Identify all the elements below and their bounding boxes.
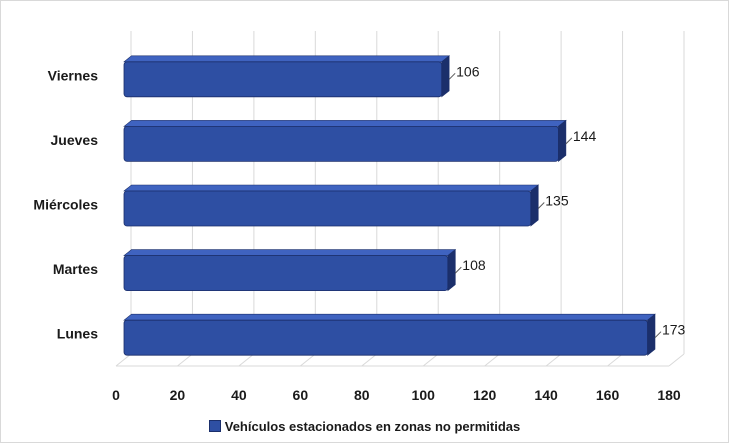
category-label: Viernes: [48, 67, 99, 83]
category-label: Miércoles: [33, 197, 98, 213]
data-label: 135: [545, 193, 569, 209]
bar-top-face: [123, 55, 451, 63]
data-label-leader: [565, 137, 573, 145]
bar-end-face: [530, 184, 539, 227]
bar-top-face: [123, 313, 656, 321]
gridline-floor: [668, 353, 685, 367]
x-tick-label: 140: [534, 387, 558, 403]
x-tick-label: 60: [293, 387, 309, 403]
data-label: 108: [462, 257, 486, 273]
legend: Vehículos estacionados en zonas no permi…: [1, 419, 728, 434]
legend-label: Vehículos estacionados en zonas no permi…: [224, 419, 521, 434]
legend-swatch: [208, 420, 221, 432]
x-tick-label: 180: [657, 387, 681, 403]
category-label: Martes: [53, 261, 98, 277]
data-label: 144: [573, 128, 597, 144]
data-label-leader: [448, 72, 456, 80]
x-tick-label: 40: [231, 387, 247, 403]
gridline-floor: [115, 353, 132, 367]
gridline-floor: [422, 353, 439, 367]
category-label: Jueves: [51, 132, 99, 148]
data-label-leader: [537, 202, 545, 209]
gridline-floor: [607, 353, 623, 367]
x-tick-label: 80: [354, 387, 370, 403]
gridline-floor: [361, 353, 378, 367]
bar-end-face: [558, 119, 567, 163]
bar-end-face: [441, 55, 450, 98]
x-tick-label: 0: [112, 387, 120, 403]
x-tick-label: 100: [412, 387, 436, 403]
data-label-leader: [654, 331, 662, 339]
category-label: Lunes: [57, 326, 98, 342]
gridline-floor: [484, 353, 500, 367]
bar: [123, 61, 443, 98]
gridline-floor: [238, 353, 255, 367]
data-label: 173: [662, 322, 686, 338]
bar: [123, 190, 532, 227]
bar-end-face: [647, 313, 656, 356]
gridline-floor: [300, 353, 316, 367]
bar: [123, 319, 648, 356]
gridline-floor: [545, 353, 562, 367]
x-tick-label: 120: [473, 387, 497, 403]
data-label-leader: [454, 266, 462, 274]
bar-top-face: [123, 249, 457, 256]
x-tick-label: 160: [596, 387, 620, 403]
x-tick-label: 20: [170, 387, 186, 403]
bar: [123, 126, 559, 162]
bar: [123, 255, 449, 292]
gridline-floor: [177, 353, 193, 367]
bar-top-face: [123, 120, 567, 127]
bar-end-face: [447, 248, 456, 292]
bar-top-face: [123, 184, 540, 192]
data-label: 106: [456, 63, 480, 79]
